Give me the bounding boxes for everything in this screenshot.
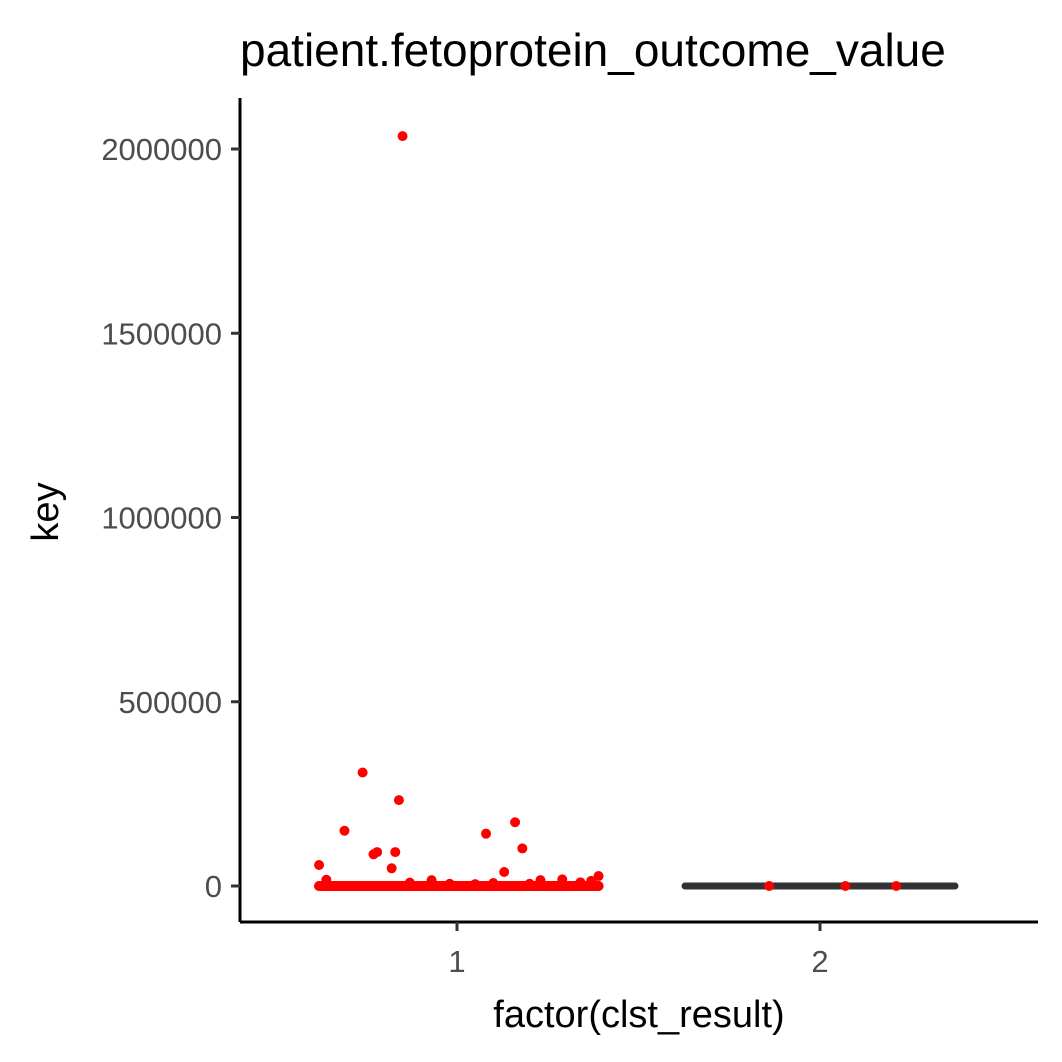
data-point xyxy=(386,863,397,874)
data-point xyxy=(481,828,492,839)
data-point xyxy=(517,843,528,854)
data-point xyxy=(339,825,350,836)
data-point xyxy=(510,817,521,828)
data-point xyxy=(593,871,604,882)
data-point xyxy=(390,847,401,858)
data-point xyxy=(314,859,325,870)
data-point xyxy=(357,767,368,778)
x-tick-label: 1 xyxy=(448,944,465,979)
data-point xyxy=(397,131,408,142)
data-point xyxy=(393,795,404,806)
chart-title: patient.fetoprotein_outcome_value xyxy=(240,24,946,76)
y-tick-label: 500000 xyxy=(119,685,222,720)
data-point xyxy=(891,881,902,891)
y-tick-label: 0 xyxy=(205,869,222,904)
y-tick-label: 1500000 xyxy=(101,316,222,351)
x-tick-label: 2 xyxy=(811,944,828,979)
data-point xyxy=(499,866,510,877)
y-axis-title: key xyxy=(25,482,67,541)
y-tick-label: 2000000 xyxy=(101,132,222,167)
axes: 0 500000 1000000 1500000 2000000 1 2 xyxy=(101,98,1038,979)
data-point xyxy=(840,881,851,891)
x-axis-title: factor(clst_result) xyxy=(493,994,784,1036)
data-point xyxy=(368,849,379,860)
data-points xyxy=(314,131,902,891)
data-point xyxy=(764,881,775,891)
y-tick-label: 1000000 xyxy=(101,501,222,536)
